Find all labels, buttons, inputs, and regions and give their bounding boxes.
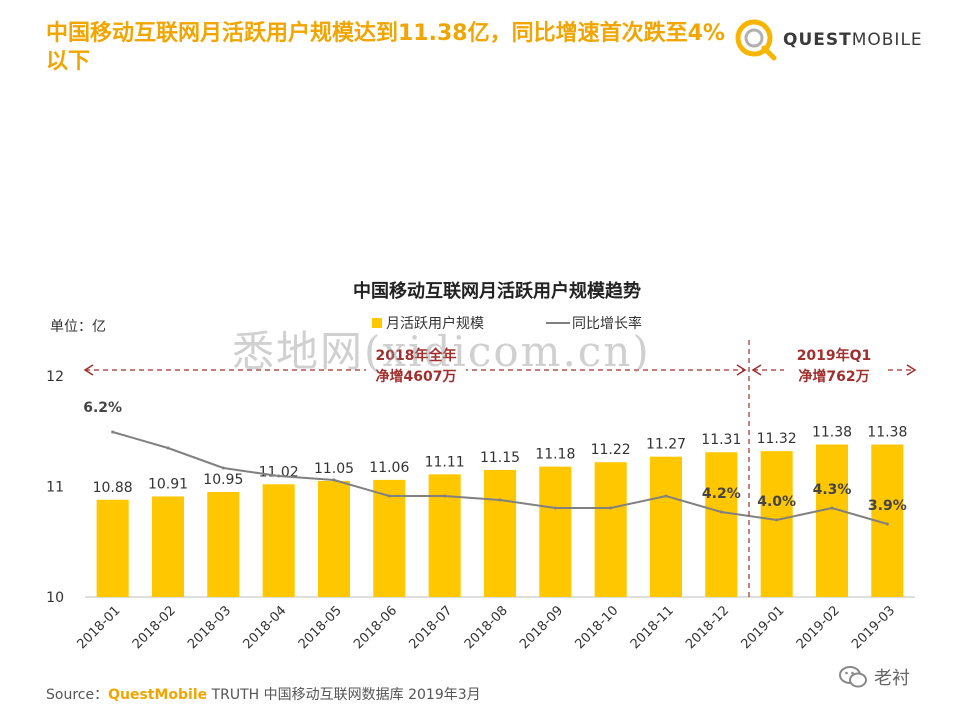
legend-line-label: 同比增长率 xyxy=(572,315,642,332)
annotation-arrow-head xyxy=(83,364,94,376)
growth-rate-point xyxy=(111,430,115,434)
legend-bar-swatch xyxy=(372,318,382,328)
bar-value-label: 11.27 xyxy=(646,437,686,453)
x-tick-label: 2018-05 xyxy=(296,603,345,652)
growth-rate-point xyxy=(719,510,723,514)
bar xyxy=(428,474,461,597)
x-tick-label: 2018-12 xyxy=(683,603,732,652)
growth-rate-point xyxy=(277,474,281,478)
bar-value-label: 11.05 xyxy=(314,461,354,477)
x-tick-label: 2019-03 xyxy=(849,603,898,652)
bar-value-label: 11.11 xyxy=(425,454,465,470)
y-tick-label: 12 xyxy=(46,369,64,385)
source-note: Source：QuestMobile TRUTH 中国移动互联网数据库 2019… xyxy=(46,684,481,704)
logo-ring-icon xyxy=(735,19,773,57)
x-tick-label: 2018-06 xyxy=(351,603,400,652)
annotation-box xyxy=(366,344,466,386)
bar-value-label: 10.91 xyxy=(148,476,188,492)
bar-value-label: 11.18 xyxy=(535,447,575,463)
annotation-arrow-head xyxy=(736,364,747,376)
bar xyxy=(649,456,683,597)
growth-rate-point xyxy=(443,494,447,498)
growth-rate-point xyxy=(387,494,391,498)
annotation-line2: 净增4607万 xyxy=(376,368,457,385)
x-tick-label: 2018-08 xyxy=(462,603,511,652)
growth-rate-point xyxy=(221,466,225,470)
x-tick-label: 2018-02 xyxy=(130,603,179,652)
x-tick-label: 2019-02 xyxy=(794,603,843,652)
growth-rate-point xyxy=(498,498,502,502)
bar-value-label: 11.32 xyxy=(757,431,797,447)
x-tick-label: 2018-04 xyxy=(240,603,289,652)
x-tick-label: 2019-01 xyxy=(738,603,787,652)
bar xyxy=(262,484,295,597)
x-tick-label: 2018-09 xyxy=(517,603,566,652)
growth-rate-point xyxy=(775,518,779,522)
bar xyxy=(760,451,793,597)
brand-mobile: MOBILE xyxy=(851,30,923,50)
bar-value-label: 10.95 xyxy=(203,472,243,488)
x-tick-label: 2018-01 xyxy=(74,603,123,652)
bar-value-label: 11.15 xyxy=(480,450,520,466)
bar xyxy=(705,452,738,597)
page-headline: 中国移动互联网月活跃用户规模达到11.38亿，同比增速首次跌至4%以下 xyxy=(46,21,725,74)
growth-rate-point xyxy=(553,506,557,510)
bar-value-label: 11.22 xyxy=(591,442,631,458)
bar-value-label: 10.88 xyxy=(93,480,133,496)
annotation-line1: 2018年全年 xyxy=(376,347,457,364)
brand-quest: QUEST xyxy=(783,30,852,50)
x-tick-label: 2018-03 xyxy=(185,603,234,652)
growth-rate-point xyxy=(885,522,889,526)
growth-rate-label: 6.2% xyxy=(83,400,122,416)
bar-value-label: 11.38 xyxy=(812,425,852,441)
bar-value-label: 11.31 xyxy=(701,432,741,448)
growth-rate-point xyxy=(664,494,668,498)
wechat-icon xyxy=(839,666,867,688)
wechat-name: 老衬 xyxy=(874,668,910,689)
x-tick-label: 2018-11 xyxy=(628,603,677,652)
growth-rate-point xyxy=(830,506,834,510)
growth-rate-label: 4.3% xyxy=(813,482,852,498)
bar-value-label: 11.06 xyxy=(369,460,409,476)
bar-value-label: 11.38 xyxy=(867,425,907,441)
watermark: 悉地网(xidicom.cn) xyxy=(232,327,651,376)
bar xyxy=(815,444,849,597)
bar xyxy=(207,492,240,597)
bar xyxy=(96,499,129,597)
growth-rate-point xyxy=(609,506,613,510)
source-text: TRUTH 中国移动互联网数据库 2019年3月 xyxy=(207,687,481,703)
y-tick-label: 11 xyxy=(46,480,64,496)
annotation-box xyxy=(784,344,884,386)
source-brand: QuestMobile xyxy=(108,687,208,703)
growth-rate-point xyxy=(166,446,170,450)
unit-label: 单位：亿 xyxy=(50,319,106,335)
wechat-account: 老衬 xyxy=(838,662,910,692)
x-tick-label: 2018-10 xyxy=(572,603,621,652)
bar xyxy=(373,479,406,597)
annotation-line2: 净增762万 xyxy=(798,368,869,385)
questmobile-logo xyxy=(735,19,777,61)
annotation-line1: 2019年Q1 xyxy=(797,347,872,364)
chart-title: 中国移动互联网月活跃用户规模趋势 xyxy=(353,280,641,302)
y-tick-label: 10 xyxy=(46,590,64,606)
bar xyxy=(483,469,517,597)
annotation-arrow-head xyxy=(751,364,762,376)
legend-bar-label: 月活跃用户规模 xyxy=(386,315,484,332)
growth-rate-label: 4.0% xyxy=(757,494,796,510)
bar xyxy=(317,480,351,597)
growth-rate-point xyxy=(332,478,336,482)
growth-rate-label: 4.2% xyxy=(702,486,741,502)
x-tick-label: 2018-07 xyxy=(406,603,455,652)
source-label: Source： xyxy=(46,687,109,703)
brand-wordmark: QUESTMOBILE xyxy=(783,30,923,50)
bar xyxy=(151,496,185,597)
annotation-arrow-head xyxy=(906,364,917,376)
growth-rate-label: 3.9% xyxy=(868,498,907,514)
bar xyxy=(594,462,627,597)
bar xyxy=(539,466,572,597)
